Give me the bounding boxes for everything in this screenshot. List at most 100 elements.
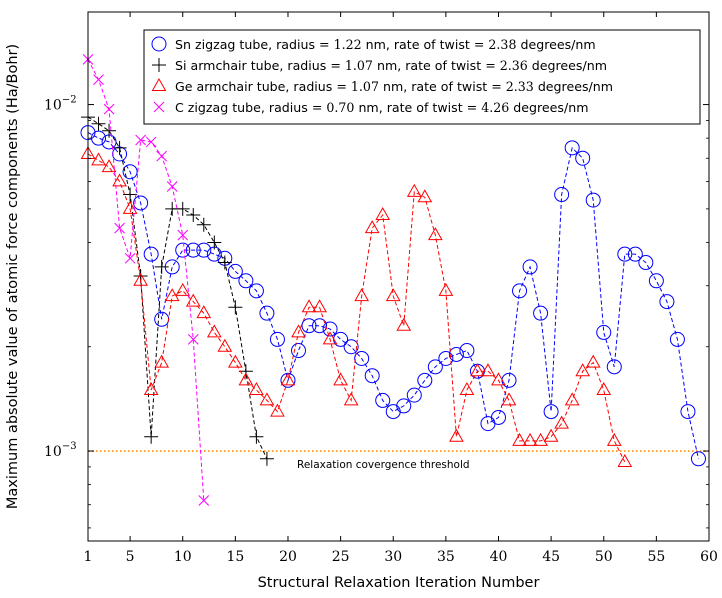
data-point <box>427 359 443 375</box>
data-point <box>448 346 464 362</box>
data-point <box>259 392 275 406</box>
legend-label: C zigzag tube, radius = 0.70 nm, rate of… <box>175 100 588 115</box>
data-point <box>206 324 222 338</box>
data-point <box>143 382 159 396</box>
data-point <box>164 288 180 302</box>
data-point <box>207 235 222 250</box>
data-point <box>606 432 622 446</box>
data-point <box>543 404 559 420</box>
data-point <box>406 183 422 197</box>
data-point <box>151 36 167 52</box>
data-point <box>144 429 159 444</box>
data-point <box>312 299 327 313</box>
data-point <box>291 343 307 359</box>
threshold-label: Relaxation covergence threshold <box>297 459 470 471</box>
data-point <box>249 382 264 396</box>
legend-entry: Ge armchair tube, radius = 1.07 nm, rate… <box>151 77 613 94</box>
legend-entry: Si armchair tube, radius = 1.07 nm, rate… <box>152 58 607 73</box>
legend-label: Ge armchair tube, radius = 1.07 nm, rate… <box>175 79 613 94</box>
data-point <box>249 429 264 444</box>
x-tick-label: 25 <box>332 549 350 565</box>
legend-label: Sn zigzag tube, radius = 1.22 nm, rate o… <box>175 37 596 52</box>
x-tick-label: 55 <box>647 549 665 565</box>
data-point <box>154 354 170 368</box>
data-point <box>480 363 496 377</box>
data-point <box>122 200 138 214</box>
x-tick-label: 60 <box>700 549 718 565</box>
data-point <box>112 173 127 187</box>
data-point <box>575 363 591 377</box>
data-point <box>543 428 559 442</box>
data-point <box>101 159 117 173</box>
legend: Sn zigzag tube, radius = 1.22 nm, rate o… <box>143 29 701 125</box>
series-line <box>87 116 268 459</box>
data-point <box>522 432 538 446</box>
data-point <box>291 324 306 338</box>
data-point <box>512 432 527 446</box>
data-point <box>648 273 664 289</box>
data-point <box>143 246 159 262</box>
data-point <box>575 150 591 166</box>
data-point <box>175 282 191 296</box>
data-point <box>280 372 296 386</box>
data-point <box>91 152 106 166</box>
data-point <box>512 283 528 299</box>
x-tick-label: 20 <box>279 549 297 565</box>
data-point <box>459 343 475 359</box>
data-point <box>375 392 391 408</box>
data-point <box>427 227 443 241</box>
data-point <box>333 372 348 386</box>
data-point <box>196 305 212 319</box>
data-point <box>354 350 370 366</box>
series-line <box>87 59 205 501</box>
data-point <box>175 242 191 258</box>
data-point <box>93 74 104 86</box>
y-tick-label: 10−2 <box>44 95 77 114</box>
data-point <box>187 334 199 345</box>
data-point <box>124 252 136 264</box>
data-point <box>122 164 138 180</box>
data-point <box>564 392 580 406</box>
data-point <box>301 299 317 313</box>
legend-label: Si armchair tube, radius = 1.07 nm, rate… <box>175 58 607 73</box>
x-tick-label: 35 <box>437 549 455 565</box>
x-tick-label: 45 <box>542 549 560 565</box>
x-tick-label: 50 <box>595 549 613 565</box>
data-point <box>114 222 125 234</box>
data-point <box>103 103 115 115</box>
data-point <box>354 288 370 302</box>
data-point <box>238 273 254 289</box>
data-point <box>177 229 189 241</box>
data-point <box>533 305 549 321</box>
data-point <box>269 331 285 347</box>
data-point <box>259 305 275 321</box>
data-point <box>690 451 706 467</box>
data-point <box>91 130 107 146</box>
x-tick-label: 40 <box>490 549 508 565</box>
data-point <box>396 398 412 414</box>
data-point <box>364 220 380 234</box>
data-point <box>470 363 485 377</box>
data-point <box>417 372 433 388</box>
data-point <box>680 404 696 420</box>
data-point <box>217 255 232 270</box>
data-point <box>175 201 190 216</box>
plot-frame <box>87 11 710 542</box>
data-point <box>396 317 412 331</box>
data-point <box>270 403 285 417</box>
data-point <box>151 77 167 91</box>
data-point <box>112 140 127 155</box>
data-point <box>238 364 253 379</box>
data-point <box>617 453 633 467</box>
data-point <box>166 181 178 192</box>
data-point <box>585 192 601 208</box>
x-tick-label: 15 <box>226 549 244 565</box>
data-point <box>522 259 538 275</box>
data-point <box>133 272 148 286</box>
data-point <box>627 246 643 262</box>
data-point <box>322 321 338 337</box>
data-point <box>449 428 464 442</box>
data-point <box>185 242 201 258</box>
data-point <box>596 382 612 396</box>
